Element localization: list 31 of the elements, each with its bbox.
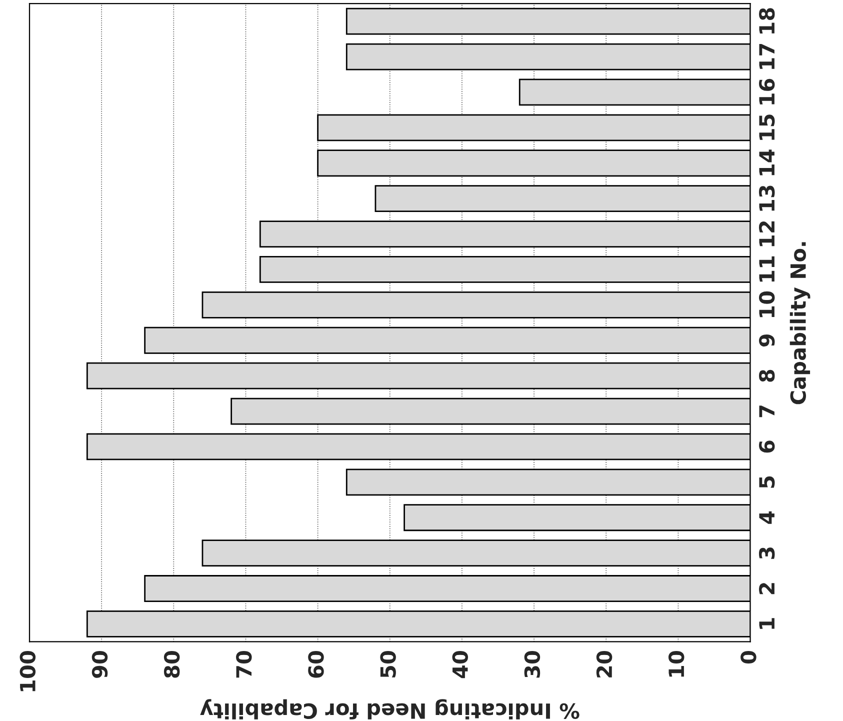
- x-tick-label: 80: [164, 651, 180, 678]
- y-tick-label: 17: [759, 44, 774, 69]
- x-tick-label: 10: [668, 651, 684, 677]
- x-tick-label: 0: [740, 651, 756, 664]
- y-tick-label: 7: [759, 406, 774, 418]
- y-tick-label: 16: [758, 78, 775, 104]
- y-tick-label: 12: [758, 221, 774, 246]
- y-tick-label: 18: [758, 8, 775, 34]
- x-tick-label: 70: [236, 651, 252, 678]
- y-tick-label: 9: [758, 334, 775, 347]
- x-tick-label: 100: [20, 651, 36, 692]
- y-tick-label: 15: [759, 114, 775, 140]
- y-tick-label: 13: [758, 186, 775, 211]
- y-tick-label: 4: [759, 511, 774, 524]
- y-tick-label: 1: [759, 618, 774, 629]
- y-tick-label: 11: [759, 256, 774, 282]
- y-tick-label: 10: [758, 291, 775, 318]
- x-tick-label: 20: [596, 651, 612, 678]
- x-tick-label: 40: [452, 651, 468, 678]
- y-tick-label: 14: [759, 150, 774, 176]
- x-tick-label: 30: [524, 651, 540, 678]
- y-tick-label: 8: [758, 370, 775, 382]
- y-axis-title: Capability No.: [790, 242, 810, 404]
- x-tick-label: 50: [380, 651, 396, 678]
- x-tick-label: 60: [308, 651, 324, 678]
- x-tick-label: 90: [92, 651, 108, 678]
- y-tick-label: 2: [758, 583, 774, 594]
- y-tick-label: 3: [758, 547, 775, 559]
- x-axis-title: % Indicating Need for Capability: [200, 699, 580, 720]
- y-tick-label: 6: [758, 440, 775, 453]
- y-tick-label: 5: [759, 476, 775, 488]
